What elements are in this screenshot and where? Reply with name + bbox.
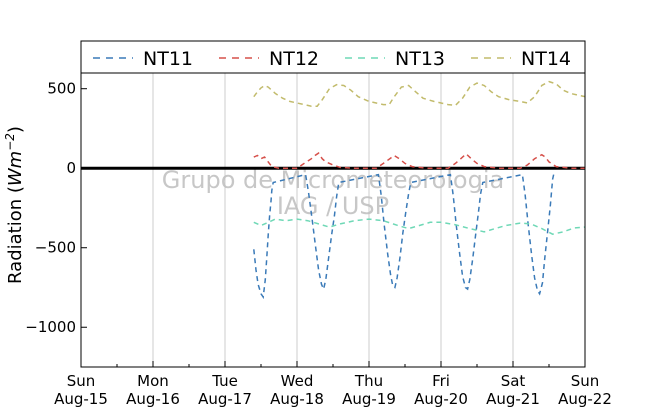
y-axis-label-exponent: −2 <box>3 133 17 151</box>
x-axis-ticks: SunAug-15MonAug-16TueAug-17WedAug-18ThuA… <box>54 361 612 408</box>
x-tick-day-0: Sun <box>67 372 96 390</box>
y-tick-label-1: 0 <box>66 159 76 177</box>
x-tick-date-5: Aug-20 <box>414 390 468 408</box>
x-tick-date-6: Aug-21 <box>486 390 540 408</box>
y-axis-ticks: 500 0 −500 −1000 <box>25 80 87 336</box>
y-axis-label-suffix: ) <box>5 126 26 133</box>
y-axis-label-unit: Wm <box>5 151 26 186</box>
y-axis-label: Radiation (Wm−2) <box>3 126 26 284</box>
series-layer <box>253 80 585 300</box>
legend-label-nt14: NT14 <box>521 48 571 70</box>
watermark-line-2: IAG / USP <box>277 192 389 220</box>
x-tick-date-2: Aug-17 <box>198 390 252 408</box>
gridlines <box>152 41 514 367</box>
x-tick-date-4: Aug-19 <box>342 390 396 408</box>
watermark: Grupo de Micrometeorologia IAG / USP <box>162 166 504 220</box>
x-tick-date-0: Aug-15 <box>54 390 108 408</box>
y-tick-label-0: 500 <box>47 80 76 98</box>
x-tick-date-7: Aug-22 <box>558 390 612 408</box>
y-tick-label-2: −500 <box>35 239 76 257</box>
x-tick-date-1: Aug-16 <box>126 390 180 408</box>
x-tick-day-7: Sun <box>571 372 600 390</box>
x-tick-day-5: Fri <box>432 372 450 390</box>
x-tick-day-4: Thu <box>354 372 383 390</box>
legend-box <box>80 40 586 74</box>
x-tick-day-2: Tue <box>211 372 238 390</box>
y-axis-label-prefix: Radiation ( <box>5 186 26 284</box>
series-line-nt13 <box>253 218 585 235</box>
y-tick-label-3: −1000 <box>25 318 76 336</box>
legend: NT11 NT12 NT13 NT14 <box>80 40 586 74</box>
legend-label-nt11: NT11 <box>143 48 193 70</box>
x-tick-day-6: Sat <box>501 372 526 390</box>
x-tick-day-1: Mon <box>137 372 169 390</box>
x-tick-date-3: Aug-18 <box>270 390 324 408</box>
watermark-line-1: Grupo de Micrometeorologia <box>162 166 504 194</box>
x-tick-day-3: Wed <box>281 372 314 390</box>
legend-label-nt13: NT13 <box>395 48 445 70</box>
legend-label-nt12: NT12 <box>269 48 319 70</box>
